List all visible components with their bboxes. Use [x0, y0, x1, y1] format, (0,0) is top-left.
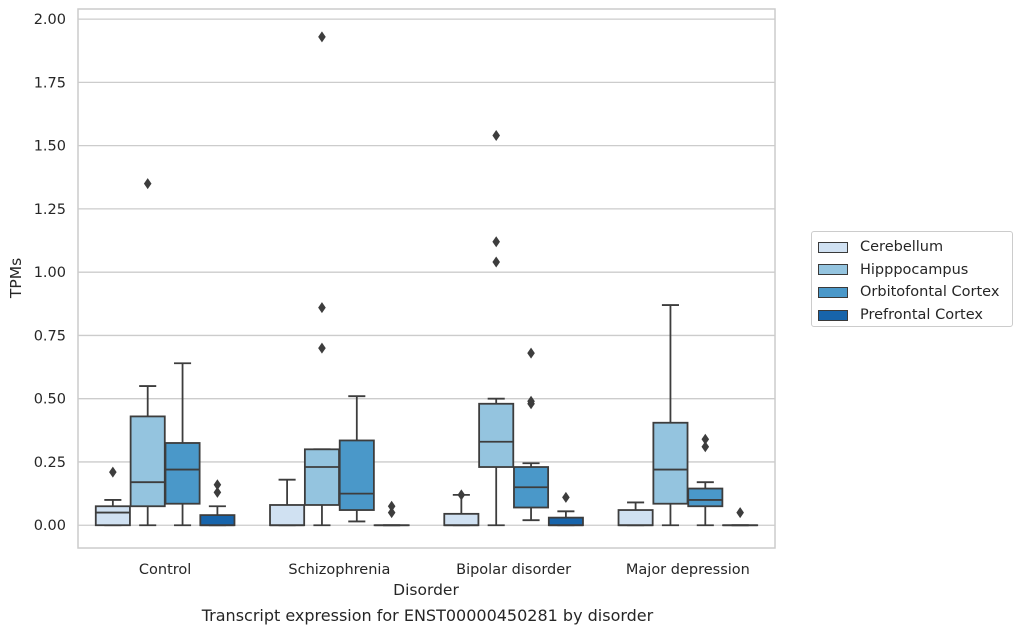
legend-label: Cerebellum [860, 239, 944, 256]
plot-area [94, 31, 759, 527]
legend-label: Orbitofontal Cortex [860, 284, 1000, 301]
outlier-point [457, 489, 466, 501]
y-tick-label: 0.75 [34, 328, 66, 344]
box-0-3 [617, 501, 654, 527]
outlier-point [736, 507, 744, 519]
outlier-point [213, 486, 222, 498]
outlier-point [562, 491, 570, 503]
outlier-point [387, 500, 396, 512]
y-tick-label: 1.75 [34, 75, 66, 91]
legend-swatch [818, 286, 848, 298]
box-3-2 [547, 491, 584, 527]
box-iqr [652, 421, 689, 505]
outlier-point [318, 342, 326, 354]
box-2-1 [338, 395, 375, 523]
box-iqr [199, 514, 236, 527]
outlier-point [213, 479, 222, 491]
box-1-1 [303, 31, 340, 527]
box-iqr [547, 516, 584, 527]
x-axis-label: Disorder [393, 581, 459, 599]
box-2-0 [164, 362, 201, 527]
box-0-1 [269, 478, 306, 527]
box-2-3 [687, 433, 724, 527]
box-1-0 [129, 178, 166, 527]
legend-label: Prefrontal Cortex [860, 307, 983, 324]
y-tick-label: 0.00 [34, 518, 66, 534]
y-tick-label: 0.50 [34, 392, 66, 408]
x-tick-label: Major depression [626, 562, 750, 578]
legend-swatch [818, 241, 848, 253]
box-iqr [478, 402, 515, 468]
box-iqr [617, 509, 654, 527]
box-iqr [94, 505, 131, 527]
box-iqr [303, 448, 340, 506]
box-iqr [338, 439, 375, 511]
x-tick-label: Schizophrenia [288, 562, 390, 578]
box-0-2 [443, 489, 480, 527]
box-2-2 [513, 347, 550, 522]
outlier-point [492, 236, 500, 248]
y-tick-label: 1.00 [34, 265, 66, 281]
axis-ticks: 0.00 0.25 0.50 0.75 1.00 1.25 1.50 1.75 2.00 Cont… [34, 12, 750, 578]
legend-swatch [818, 264, 848, 276]
y-axis-label: TPMs [7, 258, 25, 299]
x-tick-label: Bipolar disorder [456, 562, 571, 578]
outlier-point [527, 395, 535, 407]
box-3-0 [199, 479, 236, 527]
legend-swatch [818, 309, 848, 321]
box-iqr [687, 487, 724, 508]
box-3-1 [373, 500, 410, 527]
outlier-point [143, 178, 152, 190]
outlier-point [701, 441, 710, 453]
legend-item-hippocampus: Hipppocampus [818, 259, 1012, 282]
box-0-0 [94, 466, 131, 527]
y-tick-label: 1.25 [34, 202, 66, 218]
y-tick-label: 0.25 [34, 455, 66, 471]
legend-label: Hipppocampus [860, 261, 969, 278]
y-tick-label: 1.50 [34, 139, 66, 155]
chart-title: Transcript expression for ENST0000045028… [201, 606, 654, 625]
y-tick-label: 2.00 [34, 12, 66, 28]
outlier-point [527, 347, 535, 359]
box-3-3 [722, 507, 759, 527]
box-iqr [164, 442, 201, 505]
legend: Cerebellum Hipppocampus Orbitofontal Cor… [811, 231, 1013, 327]
outlier-point [701, 433, 710, 445]
legend-item-prefrontal: Prefrontal Cortex [818, 304, 1012, 327]
outlier-point [109, 466, 117, 478]
outlier-point [492, 130, 500, 142]
legend-item-cerebellum: Cerebellum [818, 236, 1012, 259]
box-iqr [129, 415, 166, 508]
legend-item-orbitofrontal: Orbitofontal Cortex [818, 281, 1012, 304]
x-tick-label: Control [139, 562, 191, 578]
box-iqr [269, 504, 306, 527]
outlier-point [387, 507, 396, 519]
outlier-point [492, 256, 500, 268]
box-1-2 [478, 130, 515, 527]
outlier-point [318, 31, 326, 43]
outlier-point [318, 302, 326, 314]
plot-frame [77, 8, 776, 549]
box-iqr [443, 512, 480, 527]
box-1-3 [652, 304, 689, 527]
